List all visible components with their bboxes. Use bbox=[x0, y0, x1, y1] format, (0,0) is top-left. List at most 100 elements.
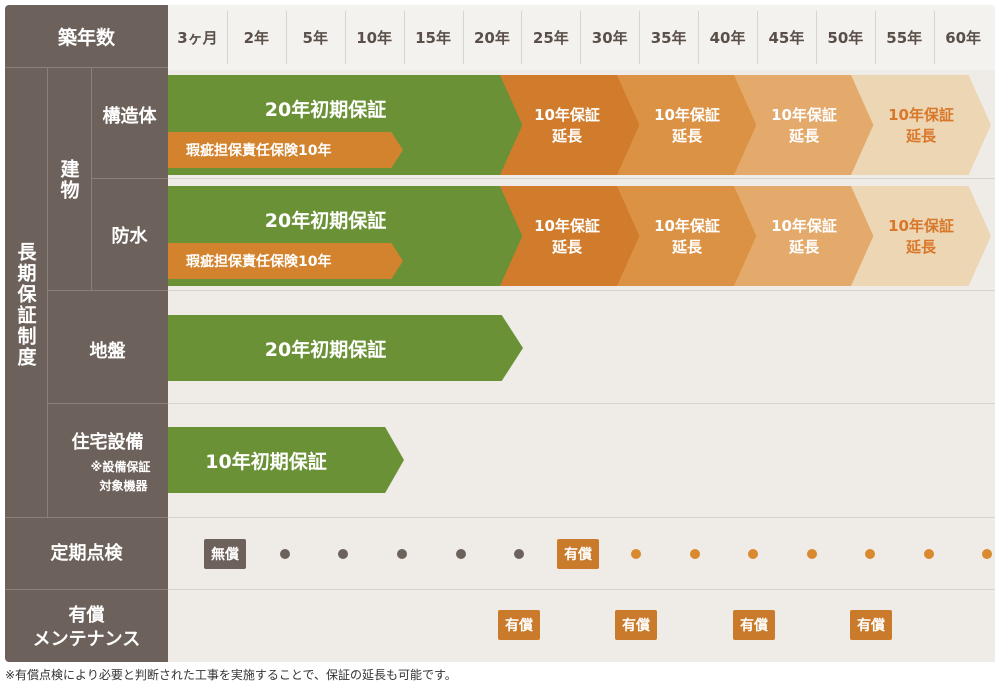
inspection-dot-paid bbox=[631, 549, 641, 559]
equipment-label: 住宅設備 bbox=[71, 432, 144, 453]
waterproof-extension-1: 10年保証延長 bbox=[500, 186, 640, 286]
waterproof-extension-4: 10年保証延長 bbox=[851, 186, 991, 286]
inspection-dot-paid bbox=[690, 549, 700, 559]
extension-line1: 10年保証 bbox=[888, 106, 954, 124]
tick-divider bbox=[933, 11, 935, 64]
tick-divider bbox=[757, 11, 758, 64]
year-tick: 60年 bbox=[945, 29, 982, 47]
maintenance-badge: 有償 bbox=[850, 610, 892, 640]
tick-divider bbox=[639, 11, 641, 64]
extension-line2: 延長 bbox=[788, 127, 819, 145]
year-tick: 55年 bbox=[886, 29, 923, 47]
divider bbox=[5, 67, 168, 68]
year-tick: 50年 bbox=[827, 29, 864, 47]
free-inspection-badge: 無償 bbox=[204, 539, 246, 569]
waterproof-label: 防水 bbox=[111, 226, 148, 247]
inspection-dot-free bbox=[397, 549, 407, 559]
maintenance-badge-text: 有償 bbox=[857, 618, 885, 634]
maintenance-badge-text: 有償 bbox=[622, 618, 650, 634]
divider bbox=[47, 290, 168, 291]
maintenance-badge: 有償 bbox=[615, 610, 657, 640]
divider bbox=[47, 403, 168, 404]
extension-line1: 10年保証 bbox=[888, 217, 954, 235]
equipment-note-2: 対象機器 bbox=[99, 478, 148, 493]
extension-line2: 延長 bbox=[905, 127, 936, 145]
footnote: ※有償点検により必要と判断された工事を実施することで、保証の延長も可能です。 bbox=[5, 668, 457, 682]
extension-line1: 10年保証 bbox=[534, 217, 600, 235]
inspection-dot-free bbox=[280, 549, 290, 559]
maintenance-label-1: 有償 bbox=[68, 605, 105, 626]
tick-divider bbox=[521, 11, 523, 64]
corner-label: 築年数 bbox=[57, 26, 115, 49]
tick-divider bbox=[874, 11, 876, 64]
row-divider bbox=[168, 290, 995, 291]
inspection-label: 定期点検 bbox=[50, 543, 123, 564]
waterproof-extension-2: 10年保証延長 bbox=[617, 186, 757, 286]
tick-divider bbox=[815, 11, 817, 64]
tick-divider bbox=[285, 11, 287, 64]
free-inspection-text: 無償 bbox=[211, 547, 239, 563]
extension-line2: 延長 bbox=[551, 127, 582, 145]
extension-line1: 10年保証 bbox=[771, 106, 837, 124]
tick-divider bbox=[698, 11, 700, 64]
waterproof-initial-label: 20年初期保証 bbox=[264, 210, 387, 232]
structure-initial-label: 20年初期保証 bbox=[264, 99, 387, 121]
structure-extension-1: 10年保証延長 bbox=[500, 75, 640, 175]
extension-line1: 10年保証 bbox=[654, 106, 720, 124]
extension-line2: 延長 bbox=[551, 238, 582, 256]
system-label: 長期保証制度 bbox=[14, 242, 37, 368]
structure-extension-4: 10年保証延長 bbox=[851, 75, 991, 175]
tick-divider bbox=[226, 11, 228, 64]
inspection-dot-paid bbox=[982, 549, 992, 559]
year-tick: 40年 bbox=[709, 29, 746, 47]
structure-extension-2: 10年保証延長 bbox=[617, 75, 757, 175]
equipment-note-1: ※設備保証 bbox=[90, 459, 151, 474]
year-tick: 10年 bbox=[356, 29, 393, 47]
inspection-dot-free bbox=[514, 549, 524, 559]
extension-line2: 延長 bbox=[905, 238, 936, 256]
year-tick: 2年 bbox=[243, 29, 270, 47]
equipment-initial-label: 10年初期保証 bbox=[205, 450, 327, 473]
year-tick: 45年 bbox=[768, 29, 805, 47]
extension-line1: 10年保証 bbox=[771, 217, 837, 235]
structure-extension-3: 10年保証延長 bbox=[734, 75, 874, 175]
year-tick: 30年 bbox=[591, 29, 628, 47]
year-tick: 25年 bbox=[532, 29, 569, 47]
year-tick: 3ヶ月 bbox=[177, 29, 218, 47]
divider bbox=[5, 589, 168, 590]
divider bbox=[47, 67, 48, 517]
tick-divider bbox=[462, 11, 464, 64]
maintenance-badge: 有償 bbox=[498, 610, 540, 640]
year-tick: 15年 bbox=[415, 29, 451, 47]
building-label: 建物 bbox=[57, 159, 80, 201]
left-header-column bbox=[5, 5, 168, 662]
ground-label: 地盤 bbox=[89, 341, 126, 362]
structure-insurance-label: 瑕疵担保責任保険10年 bbox=[186, 143, 332, 159]
divider bbox=[91, 178, 168, 179]
year-header-row bbox=[168, 5, 995, 70]
row-divider bbox=[168, 178, 995, 179]
extension-line2: 延長 bbox=[671, 127, 702, 145]
structure-insurance-arrow: 瑕疵担保責任保険10年 bbox=[168, 132, 403, 168]
extension-line2: 延長 bbox=[788, 238, 819, 256]
inspection-dot-paid bbox=[748, 549, 758, 559]
inspection-dot-free bbox=[456, 549, 466, 559]
row-divider bbox=[168, 517, 995, 518]
extension-line1: 10年保証 bbox=[654, 217, 720, 235]
ground-initial-arrow: 20年初期保証 bbox=[168, 315, 523, 381]
waterproof-insurance-label: 瑕疵担保責任保険10年 bbox=[186, 254, 332, 270]
structure-label: 構造体 bbox=[102, 106, 157, 127]
maintenance-badge: 有償 bbox=[733, 610, 775, 640]
tick-divider bbox=[403, 11, 405, 64]
paid-inspection-text: 有償 bbox=[564, 547, 592, 563]
maintenance-badge-text: 有償 bbox=[740, 618, 768, 634]
equipment-initial-arrow: 10年初期保証 bbox=[168, 427, 404, 493]
ground-initial-label: 20年初期保証 bbox=[264, 338, 387, 361]
inspection-dot-free bbox=[338, 549, 348, 559]
waterproof-insurance-arrow: 瑕疵担保責任保険10年 bbox=[168, 243, 403, 279]
extension-line2: 延長 bbox=[671, 238, 702, 256]
inspection-dot-paid bbox=[924, 549, 934, 559]
tick-divider bbox=[580, 11, 582, 64]
divider bbox=[5, 517, 168, 518]
extension-line1: 10年保証 bbox=[534, 106, 600, 124]
